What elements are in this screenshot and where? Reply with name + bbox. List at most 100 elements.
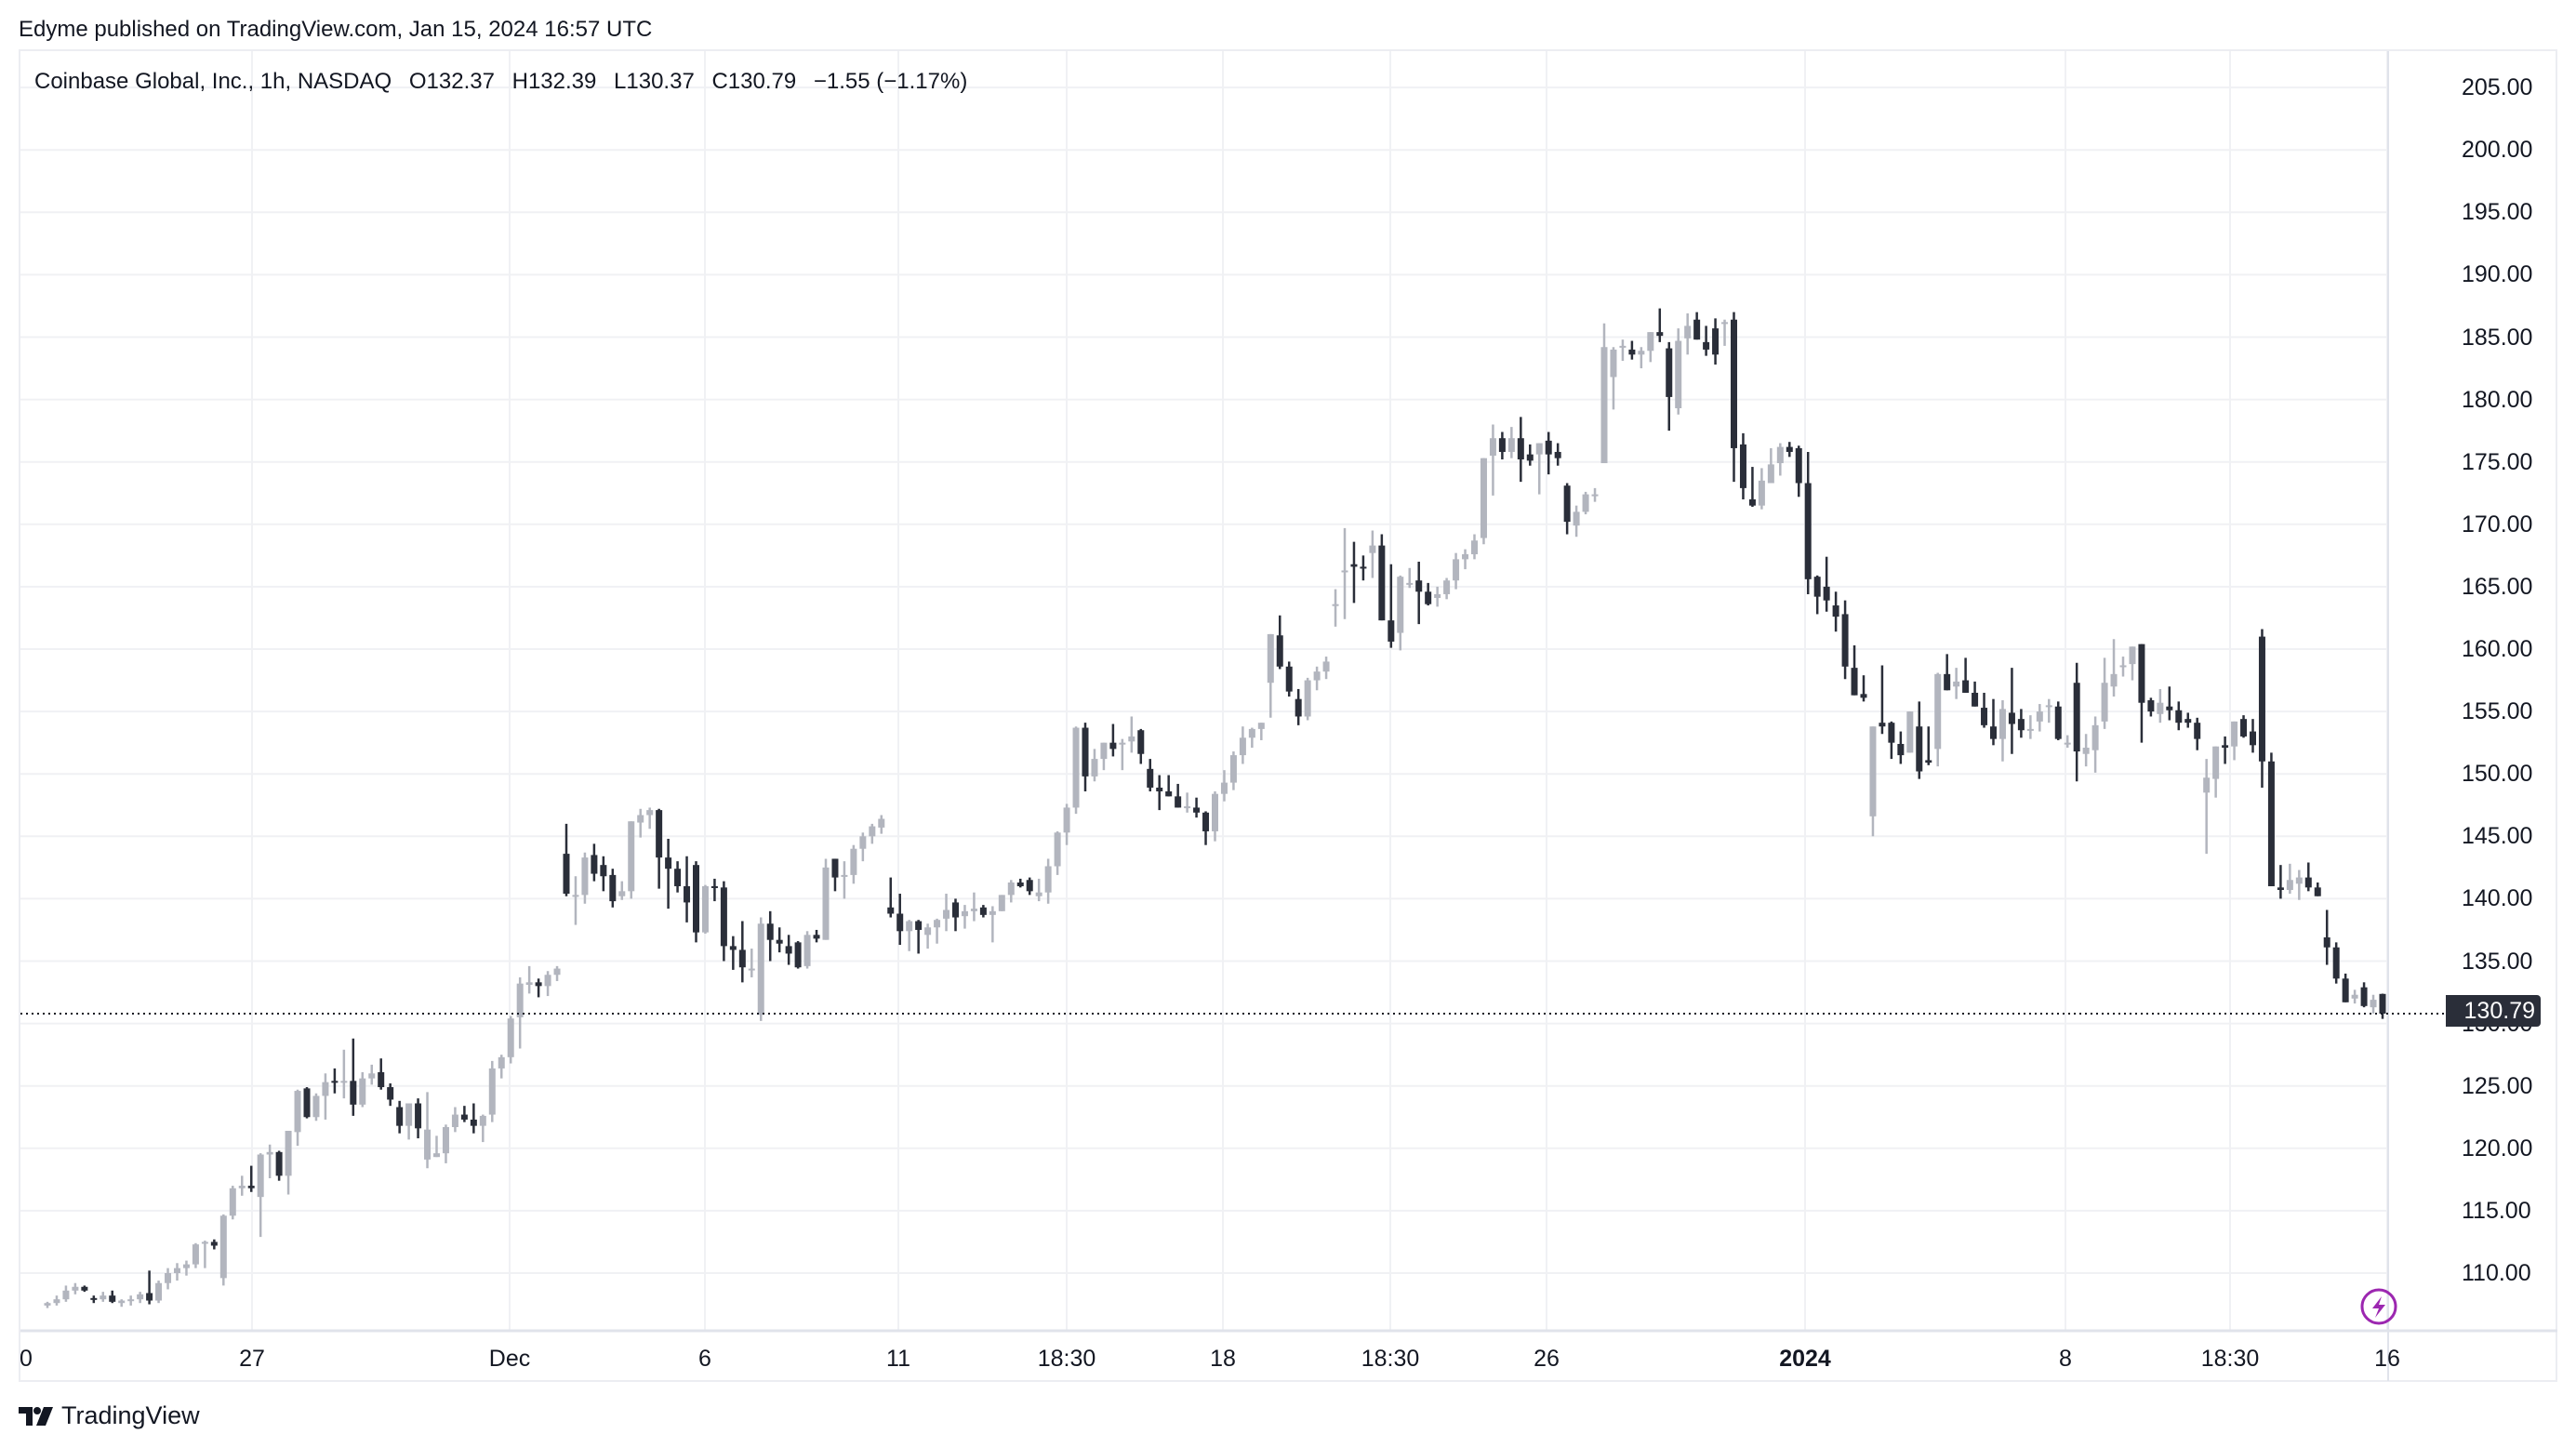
candle-down (2240, 719, 2248, 737)
candle-up (1313, 671, 1321, 681)
candle-up (165, 1273, 172, 1283)
candle-down (331, 1081, 339, 1083)
candle-down (1526, 454, 1534, 461)
candle-down (729, 946, 737, 950)
candle-down (1193, 807, 1201, 813)
candle-down (1879, 723, 1886, 727)
lightning-bolt-icon[interactable] (2359, 1287, 2398, 1326)
candle-down (1545, 440, 1552, 455)
candle-up (201, 1241, 208, 1244)
candle-down (350, 1081, 357, 1105)
candle-up (2026, 728, 2034, 731)
candle-down (2184, 719, 2192, 724)
candle-up (1638, 351, 1645, 355)
candle-up (1091, 759, 1098, 777)
candle-up (1647, 332, 1654, 352)
candle-up (1953, 681, 1960, 687)
candle-down (831, 858, 839, 878)
candle-down (2222, 745, 2229, 749)
candle-up (803, 935, 811, 966)
candle-down (1137, 730, 1145, 754)
candle-down (2360, 987, 2368, 1006)
candle-down (460, 1114, 468, 1120)
candle-up (748, 968, 755, 971)
candle-up (368, 1073, 376, 1079)
last-price-label: 130.79 (2446, 995, 2541, 1027)
candle-up (850, 848, 857, 875)
candle-down (887, 907, 895, 914)
candle-up (137, 1294, 144, 1300)
candle-down (738, 949, 746, 968)
candle-up (1072, 727, 1080, 808)
candle-down (2166, 706, 2173, 710)
candle-up (1257, 723, 1265, 729)
candle-down (2194, 723, 2201, 739)
candle-down (2332, 947, 2340, 979)
time-tick-label: Dec (488, 1346, 531, 1372)
candle-down (1175, 796, 1182, 808)
candle-up (618, 891, 626, 896)
time-tick-label: 18:30 (1361, 1346, 1420, 1372)
candle-up (2129, 646, 2136, 665)
candle-down (1165, 790, 1173, 797)
candle-down (710, 885, 718, 888)
candle-up (1341, 570, 1348, 573)
candle-down (1731, 319, 1737, 448)
candle-down (1082, 727, 1089, 777)
candle-up (1397, 577, 1404, 633)
candle-up (1462, 554, 1469, 560)
candle-up (294, 1091, 301, 1133)
candle-up (322, 1082, 329, 1096)
price-tick-label: 150.00 (2462, 761, 2533, 788)
candle-down (1016, 882, 1024, 886)
candle-up (1229, 755, 1237, 783)
legend-symbol[interactable]: Coinbase Global, Inc., 1h, NASDAQ (34, 69, 392, 94)
candle-down (656, 810, 663, 858)
candle-up (266, 1151, 273, 1155)
candle-up (1100, 742, 1108, 760)
chart-frame (19, 49, 2557, 1382)
candle-up (1684, 325, 1692, 339)
candle-down (1841, 614, 1849, 667)
candle-down (1388, 620, 1395, 642)
tradingview-logo[interactable]: TradingView (19, 1401, 200, 1430)
candle-up (1044, 866, 1052, 893)
candle-down (1804, 483, 1812, 579)
candle-up (934, 920, 941, 928)
time-tick-label: 16 (2374, 1346, 2400, 1372)
candle-down (591, 855, 598, 874)
candle-up (238, 1186, 246, 1188)
candle-up (1220, 782, 1228, 794)
candle-up (553, 968, 561, 976)
candle-down (1498, 438, 1506, 452)
candle-down (1109, 742, 1117, 750)
candle-up (998, 895, 1005, 911)
candle-down (979, 907, 987, 915)
candle-up (1063, 807, 1070, 833)
candle-up (44, 1303, 51, 1306)
candle-up (405, 1103, 413, 1126)
candle-up (100, 1295, 107, 1300)
candle-down (1813, 577, 1821, 597)
candle-up (1767, 464, 1774, 484)
candle-up (2064, 742, 2071, 745)
candle-down (1823, 586, 1830, 601)
candle-up (1675, 340, 1682, 408)
candle-up (2203, 777, 2211, 793)
candle-down (378, 1071, 385, 1088)
candle-down (1962, 680, 1970, 693)
price-tick-label: 180.00 (2462, 386, 2533, 413)
time-tick-label: 18 (1210, 1346, 1236, 1372)
candle-down (1851, 668, 1858, 696)
candle-up (2091, 724, 2099, 750)
legend-high: H132.39 (511, 69, 597, 94)
candle-up (757, 923, 764, 1016)
candle-down (2008, 712, 2015, 724)
candle-down (1554, 451, 1561, 458)
candle-up (488, 1068, 496, 1115)
price-tick-label: 165.00 (2462, 573, 2533, 600)
candle-up (2231, 721, 2238, 747)
candle-down (1202, 812, 1210, 831)
candle-up (516, 983, 524, 1017)
